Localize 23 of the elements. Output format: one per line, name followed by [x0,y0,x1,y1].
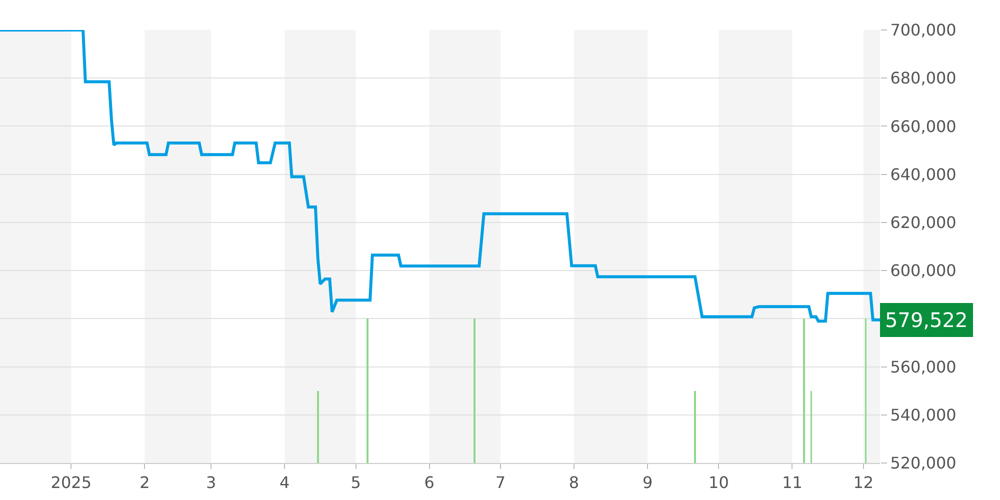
y-tick-label: 540,000 [890,405,956,424]
x-tick-label: 2 [140,473,150,492]
y-tick-label: 700,000 [890,20,956,40]
x-tick-label: 12 [853,473,874,492]
y-tick-label: 680,000 [890,68,956,88]
x-tick-label: 11 [782,473,802,492]
x-tick-label: 2025 [50,473,92,492]
annotation: 579,522 [885,308,968,332]
y-tick-label: 660,000 [890,116,956,136]
x-tick-label: 4 [280,473,290,492]
x-tick-label: 3 [206,473,216,492]
x-tick-label: 5 [350,473,361,492]
x-tick-label: 7 [495,473,506,492]
y-tick-label: 640,000 [890,164,956,184]
x-tick-label: 10 [708,473,729,492]
x-tick-label: 9 [642,473,653,492]
x-tick-label: 8 [568,473,580,492]
y-tick-label: 520,000 [890,454,956,473]
y-tick-label: 560,000 [890,357,956,376]
y-tick-label: 600,000 [890,261,956,280]
x-tick-label: 6 [424,473,434,492]
y-tick-label: 620,000 [890,213,956,232]
line-series [0,30,880,323]
